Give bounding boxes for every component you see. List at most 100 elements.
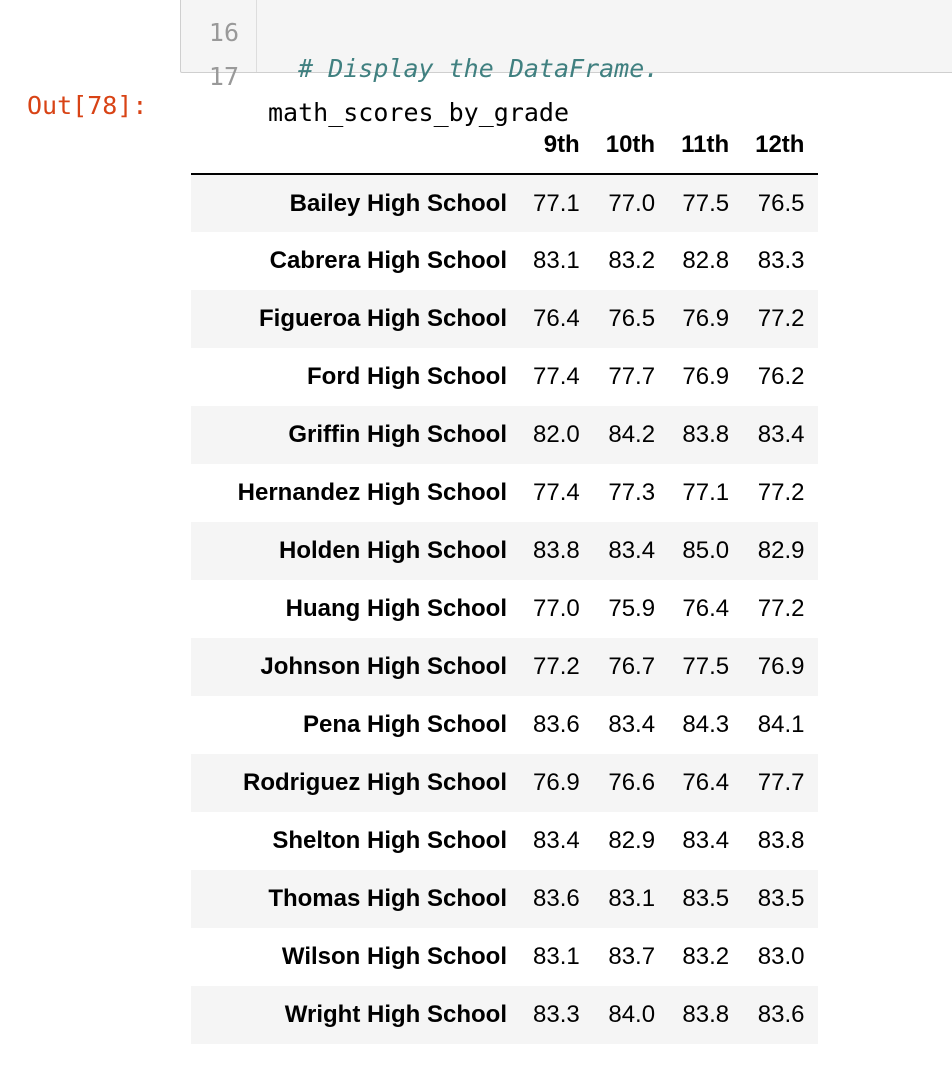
row-index-label: Figueroa High School [258,305,507,332]
code-comment: # Display the DataFrame. [268,54,660,83]
table-row: Johnson High School 77.2 76.7 77.5 76.9 [191,638,819,696]
table-cell: 76.6 [608,769,656,796]
code-line: 17 math_scores_by_grade [181,23,952,127]
table-cell: 84.1 [757,711,805,738]
table-row: Holden High School 83.8 83.4 85.0 82.9 [191,522,819,580]
table-cell: 77.0 [608,189,656,217]
table-cell: 77.4 [533,479,580,506]
table-cell: 83.4 [757,421,805,448]
table-cell: 83.0 [757,943,805,970]
table-cell: 82.9 [757,537,805,564]
dataframe-table: 9th 10th 11th 12th Bailey High School 77.… [191,116,819,1044]
table-cell: 84.3 [682,711,730,738]
table-cell: 82.0 [533,421,580,448]
row-index-label: Hernandez High School [237,479,507,506]
table-cell: 83.4 [533,827,580,854]
table-cell: 83.4 [608,537,656,564]
table-cell: 83.5 [757,885,805,912]
table-row: Rodriguez High School 76.9 76.6 76.4 77.7 [191,754,819,812]
table-cell: 83.6 [533,885,580,912]
table-cell: 82.8 [682,247,730,274]
table-cell: 77.4 [533,363,580,390]
table-cell: 83.7 [608,943,656,970]
code-line: 16 # Display the DataFrame. [181,0,952,83]
table-row: Griffin High School 82.0 84.2 83.8 83.4 [191,406,819,464]
table-cell: 83.8 [533,537,580,564]
table-cell: 85.0 [682,537,730,564]
table-cell: 76.7 [608,653,656,680]
table-cell: 83.3 [757,247,805,274]
table-cell: 83.2 [608,247,656,274]
row-index-label: Rodriguez High School [243,769,507,796]
table-cell: 83.1 [533,943,580,970]
table-cell: 83.4 [608,711,656,738]
table-cell: 77.0 [533,595,580,622]
table-row: Pena High School 83.6 83.4 84.3 84.1 [191,696,818,754]
table-cell: 76.9 [533,769,580,796]
table-cell: 77.1 [533,189,580,217]
code-input-cell[interactable]: 16 # Display the DataFrame. 17 math_scor… [180,0,952,127]
table-cell: 83.1 [608,885,656,912]
table-cell: 77.5 [682,653,730,680]
table-cell: 77.7 [757,769,805,796]
line-number-gutter [181,0,257,72]
table-row: Wilson High School 83.1 83.7 83.2 83.0 [191,928,818,986]
row-index-label: Johnson High School [260,653,507,680]
line-number: 16 [208,18,239,47]
table-cell: 76.2 [757,363,805,390]
table-cell: 83.6 [757,1001,805,1028]
row-index-label: Wright High School [284,1001,507,1028]
table-row: Hernandez High School 77.4 77.3 77.1 77.2 [191,464,818,522]
table-cell: 84.2 [608,421,656,448]
row-index-label: Huang High School [285,595,507,622]
table-cell: 76.9 [682,363,730,390]
table-cell: 83.4 [682,827,730,854]
table-cell: 77.7 [608,363,656,390]
column-header: 11th [681,130,730,158]
table-cell: 76.4 [682,595,730,622]
output-prompt: Out[78]: [27,91,148,120]
table-cell: 77.2 [757,595,805,622]
table-cell: 83.3 [533,1001,580,1028]
table-cell: 75.9 [608,595,656,622]
table-cell: 84.0 [608,1001,656,1028]
index-header [191,116,521,174]
table-cell: 83.8 [682,1001,730,1028]
column-header: 12th [755,130,805,158]
row-index-label: Cabrera High School [269,247,507,274]
table-cell: 83.2 [682,943,730,970]
line-number: 17 [208,62,239,91]
table-row: Bailey High School 77.1 77.0 77.5 76.5 [191,174,819,232]
column-header: 9th [543,130,580,158]
row-index-label: Bailey High School [289,189,507,217]
table-cell: 77.2 [533,653,580,680]
row-index-label: Holden High School [279,537,507,564]
table-cell: 83.8 [682,421,730,448]
table-cell: 83.5 [682,885,730,912]
table-cell: 77.1 [682,479,730,506]
table-cell: 76.9 [682,305,730,332]
table-cell: 83.1 [533,247,580,274]
table-header-row: 9th 10th 11th 12th [191,116,819,174]
table-cell: 77.5 [682,189,730,217]
table-cell: 76.5 [757,189,805,217]
table-row: Shelton High School 83.4 82.9 83.4 83.8 [191,812,818,870]
table-cell: 76.4 [533,305,580,332]
table-cell: 82.9 [608,827,656,854]
table-cell: 76.9 [757,653,805,680]
table-row: Cabrera High School 83.1 83.2 82.8 83.3 [191,232,818,290]
code-text: math_scores_by_grade [268,98,570,127]
row-index-label: Griffin High School [288,421,507,448]
row-index-label: Ford High School [307,363,507,390]
table-cell: 77.2 [757,305,805,332]
table-cell: 83.8 [757,827,805,854]
table-row: Figueroa High School 76.4 76.5 76.9 77.2 [191,290,819,348]
table-row: Thomas High School 83.6 83.1 83.5 83.5 [191,870,819,928]
table-cell: 83.6 [533,711,580,738]
table-row: Wright High School 83.3 84.0 83.8 83.6 [191,986,819,1044]
row-index-label: Shelton High School [272,827,507,854]
table-cell: 77.3 [608,479,656,506]
table-body: Bailey High School 77.1 77.0 77.5 76.5 Cabrer… [191,174,819,1044]
row-index-label: Thomas High School [268,885,507,912]
